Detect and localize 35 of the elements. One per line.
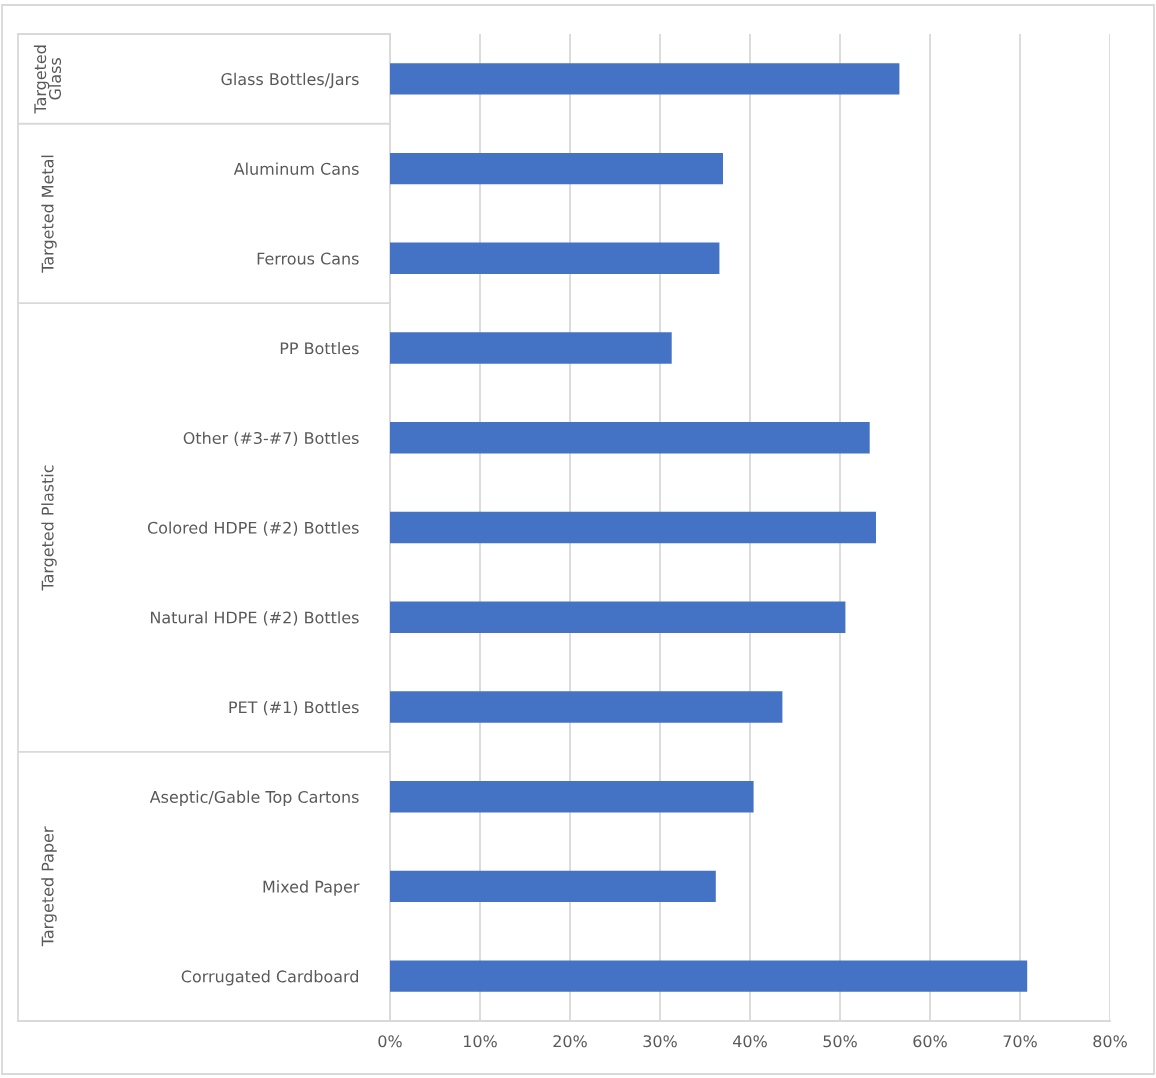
y-tick-label: Glass Bottles/Jars: [221, 72, 359, 89]
x-tick-label: 20%: [553, 1035, 587, 1048]
x-tick-label: 10%: [464, 1035, 497, 1048]
y-tick-label: Mixed Paper: [263, 880, 360, 896]
bar: [390, 691, 783, 723]
bar: [390, 511, 876, 544]
bar: [390, 242, 720, 275]
bar: [390, 332, 672, 364]
bar: [390, 870, 716, 903]
text: Targeted Metal: [41, 155, 57, 273]
y-tick-label: Aseptic/Gable Top Cartons: [149, 790, 359, 807]
x-tick-label: 30%: [643, 1035, 677, 1048]
bar: [390, 601, 846, 633]
y-tick-label: Corrugated Cardboard: [181, 970, 358, 986]
bar: [390, 152, 723, 185]
text: Targeted Glass: [33, 45, 62, 114]
text: Targeted Paper: [41, 826, 57, 947]
y-tick-label: Aluminum Cans: [233, 162, 359, 175]
x-tick-label: 70%: [1003, 1035, 1037, 1048]
x-tick-label: 60%: [913, 1035, 947, 1048]
text: Targeted Plastic: [41, 465, 57, 591]
x-tick-label: 80%: [1093, 1035, 1127, 1048]
y-tick-label: PP Bottles: [280, 341, 359, 355]
x-tick-label: 0%: [378, 1035, 402, 1048]
bar: [390, 63, 900, 95]
bar: [390, 960, 1028, 992]
y-tick-label: Ferrous Cans: [257, 252, 359, 265]
x-tick-label: 40%: [733, 1035, 767, 1048]
y-tick-label: PET (#1) Bottles: [229, 700, 359, 716]
bar: [390, 422, 870, 454]
x-tick-label: 50%: [823, 1035, 857, 1048]
y-tick-label: Natural HDPE (#2) Bottles: [150, 611, 359, 626]
bar: [390, 780, 754, 813]
y-tick-label: Other (#3-#7) Bottles: [183, 431, 359, 446]
y-tick-label: Colored HDPE (#2) Bottles: [147, 521, 359, 536]
